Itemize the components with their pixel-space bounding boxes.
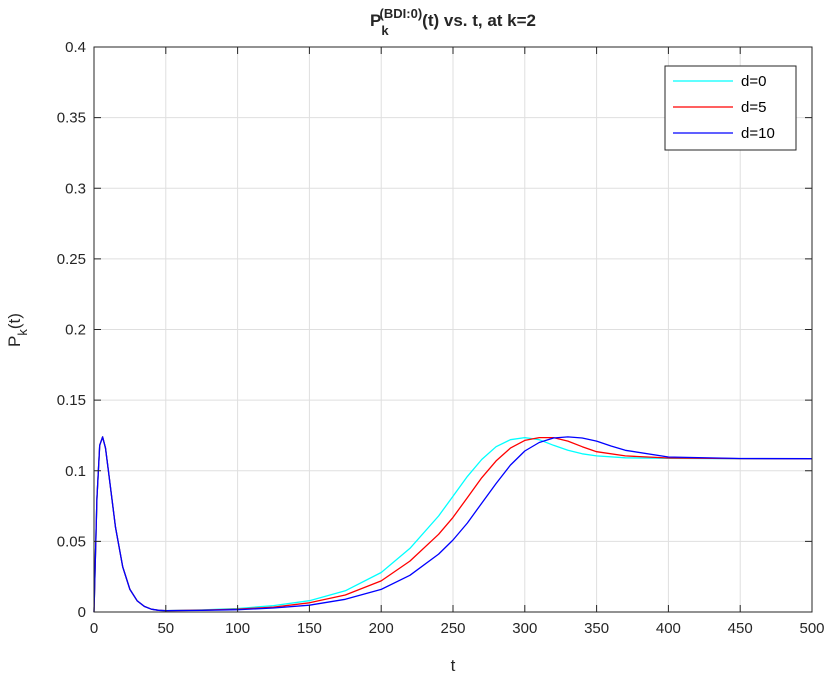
series-lines — [93, 436, 813, 613]
y-axis-label-subscript: k — [15, 329, 30, 336]
y-axis-label-main: P — [5, 336, 24, 347]
x-tick-label: 0 — [90, 620, 98, 637]
x-tick-label: 150 — [297, 620, 322, 637]
x-tick-label: 350 — [584, 620, 609, 637]
legend-label: d=0 — [741, 73, 766, 90]
y-tick-label: 0.25 — [57, 251, 86, 268]
legend-box — [664, 65, 797, 151]
x-tick-label: 450 — [728, 620, 753, 637]
y-tick-label: 0.35 — [57, 110, 86, 127]
chart-title: Pk (BDI:0)(t) vs. t, at k=2 — [370, 6, 536, 38]
legend: d=0 d=5 d=10 — [664, 65, 797, 151]
x-tick-label: 400 — [656, 620, 681, 637]
chart-title-superscript: (BDI:0) — [380, 6, 423, 21]
legend-label: d=5 — [741, 99, 766, 116]
chart-title-main: P — [370, 11, 381, 30]
y-tick-label: 0 — [78, 604, 86, 621]
y-axis-label: Pk(t) — [5, 313, 30, 347]
x-tick-label: 300 — [512, 620, 537, 637]
legend-label: d=10 — [741, 125, 775, 142]
y-tick-label: 0.05 — [57, 533, 86, 550]
series-line-d-10 — [93, 436, 813, 613]
chart-title-subscript: k — [381, 23, 389, 38]
ticks: 0 50 100 150 200 250 300 350 400 450 500 0 0.05 0.1 0.… — [57, 39, 825, 637]
y-tick-label: 0.1 — [65, 463, 86, 480]
x-tick-label: 200 — [369, 620, 394, 637]
x-tick-label: 100 — [225, 620, 250, 637]
y-tick-label: 0.2 — [65, 322, 86, 339]
x-axis-label: t — [451, 656, 456, 675]
x-tick-label: 500 — [799, 620, 824, 637]
x-tick-label: 250 — [440, 620, 465, 637]
x-tick-label: 50 — [157, 620, 174, 637]
y-axis-label-rest: (t) — [5, 313, 24, 329]
chart-title-rest: (t) vs. t, at k=2 — [422, 11, 536, 30]
y-tick-label: 0.4 — [65, 39, 86, 56]
y-tick-label: 0.15 — [57, 392, 86, 409]
y-tick-label: 0.3 — [65, 180, 86, 197]
